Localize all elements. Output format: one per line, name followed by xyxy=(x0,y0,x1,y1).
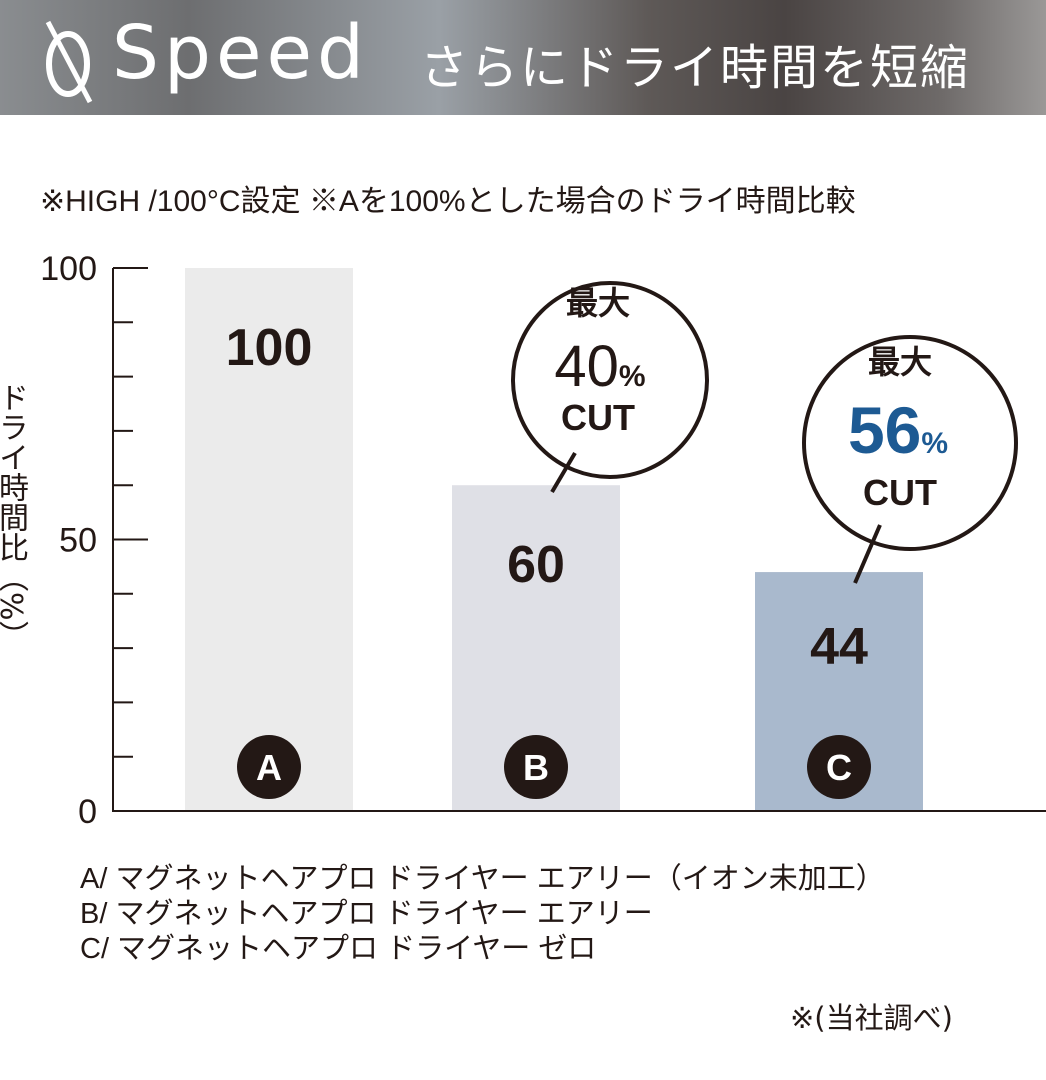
value-label: 60 xyxy=(507,536,565,594)
q-logo-icon xyxy=(45,20,93,104)
legend-item-a: A/ マグネットヘアプロ ドライヤー エアリー（イオン未加工） xyxy=(80,863,885,895)
category-badge xyxy=(504,735,568,799)
callout-value: 56% xyxy=(848,393,948,467)
callout-cut: CUT xyxy=(863,472,937,513)
legend: A/ マグネットヘアプロ ドライヤー エアリー（イオン未加工） B/ マグネット… xyxy=(80,862,885,967)
callout-pointer xyxy=(550,451,577,494)
title-subtitle: さらにドライ時間を短縮 xyxy=(420,40,971,96)
category-label: B xyxy=(523,747,549,788)
callout-bubble xyxy=(511,281,709,479)
callout-label: 最大 xyxy=(868,344,932,380)
category-badge xyxy=(807,735,871,799)
y-tick-label: 0 xyxy=(78,793,97,831)
bar-a xyxy=(185,268,353,811)
y-tick-label: 100 xyxy=(40,250,97,288)
callout-cut: CUT xyxy=(561,397,635,438)
y-tick-label: 50 xyxy=(59,522,97,560)
callout-bubble xyxy=(802,335,1018,551)
legend-item-b: B/ マグネットヘアプロ ドライヤー エアリー xyxy=(80,898,653,930)
callout-label: 最大 xyxy=(566,285,630,321)
category-label: A xyxy=(256,747,282,788)
category-badge xyxy=(237,735,301,799)
header-banner: Speed さらにドライ時間を短縮 xyxy=(0,0,1046,115)
legend-item-c: C/ マグネットヘアプロ ドライヤー ゼロ xyxy=(80,933,597,965)
chart-note: ※HIGH /100°C設定 ※Aを100%とした場合のドライ時間比較 xyxy=(40,185,856,218)
y-axis-label: ドライ時間比（%） xyxy=(0,382,28,651)
category-label: C xyxy=(826,747,852,788)
source-note: ※(当社調べ) xyxy=(790,1001,953,1035)
callout-value: 40% xyxy=(554,334,645,399)
value-label: 100 xyxy=(226,319,313,377)
value-label: 44 xyxy=(810,618,868,676)
title-speed: Speed xyxy=(112,10,369,96)
callout-pointer xyxy=(853,524,882,584)
